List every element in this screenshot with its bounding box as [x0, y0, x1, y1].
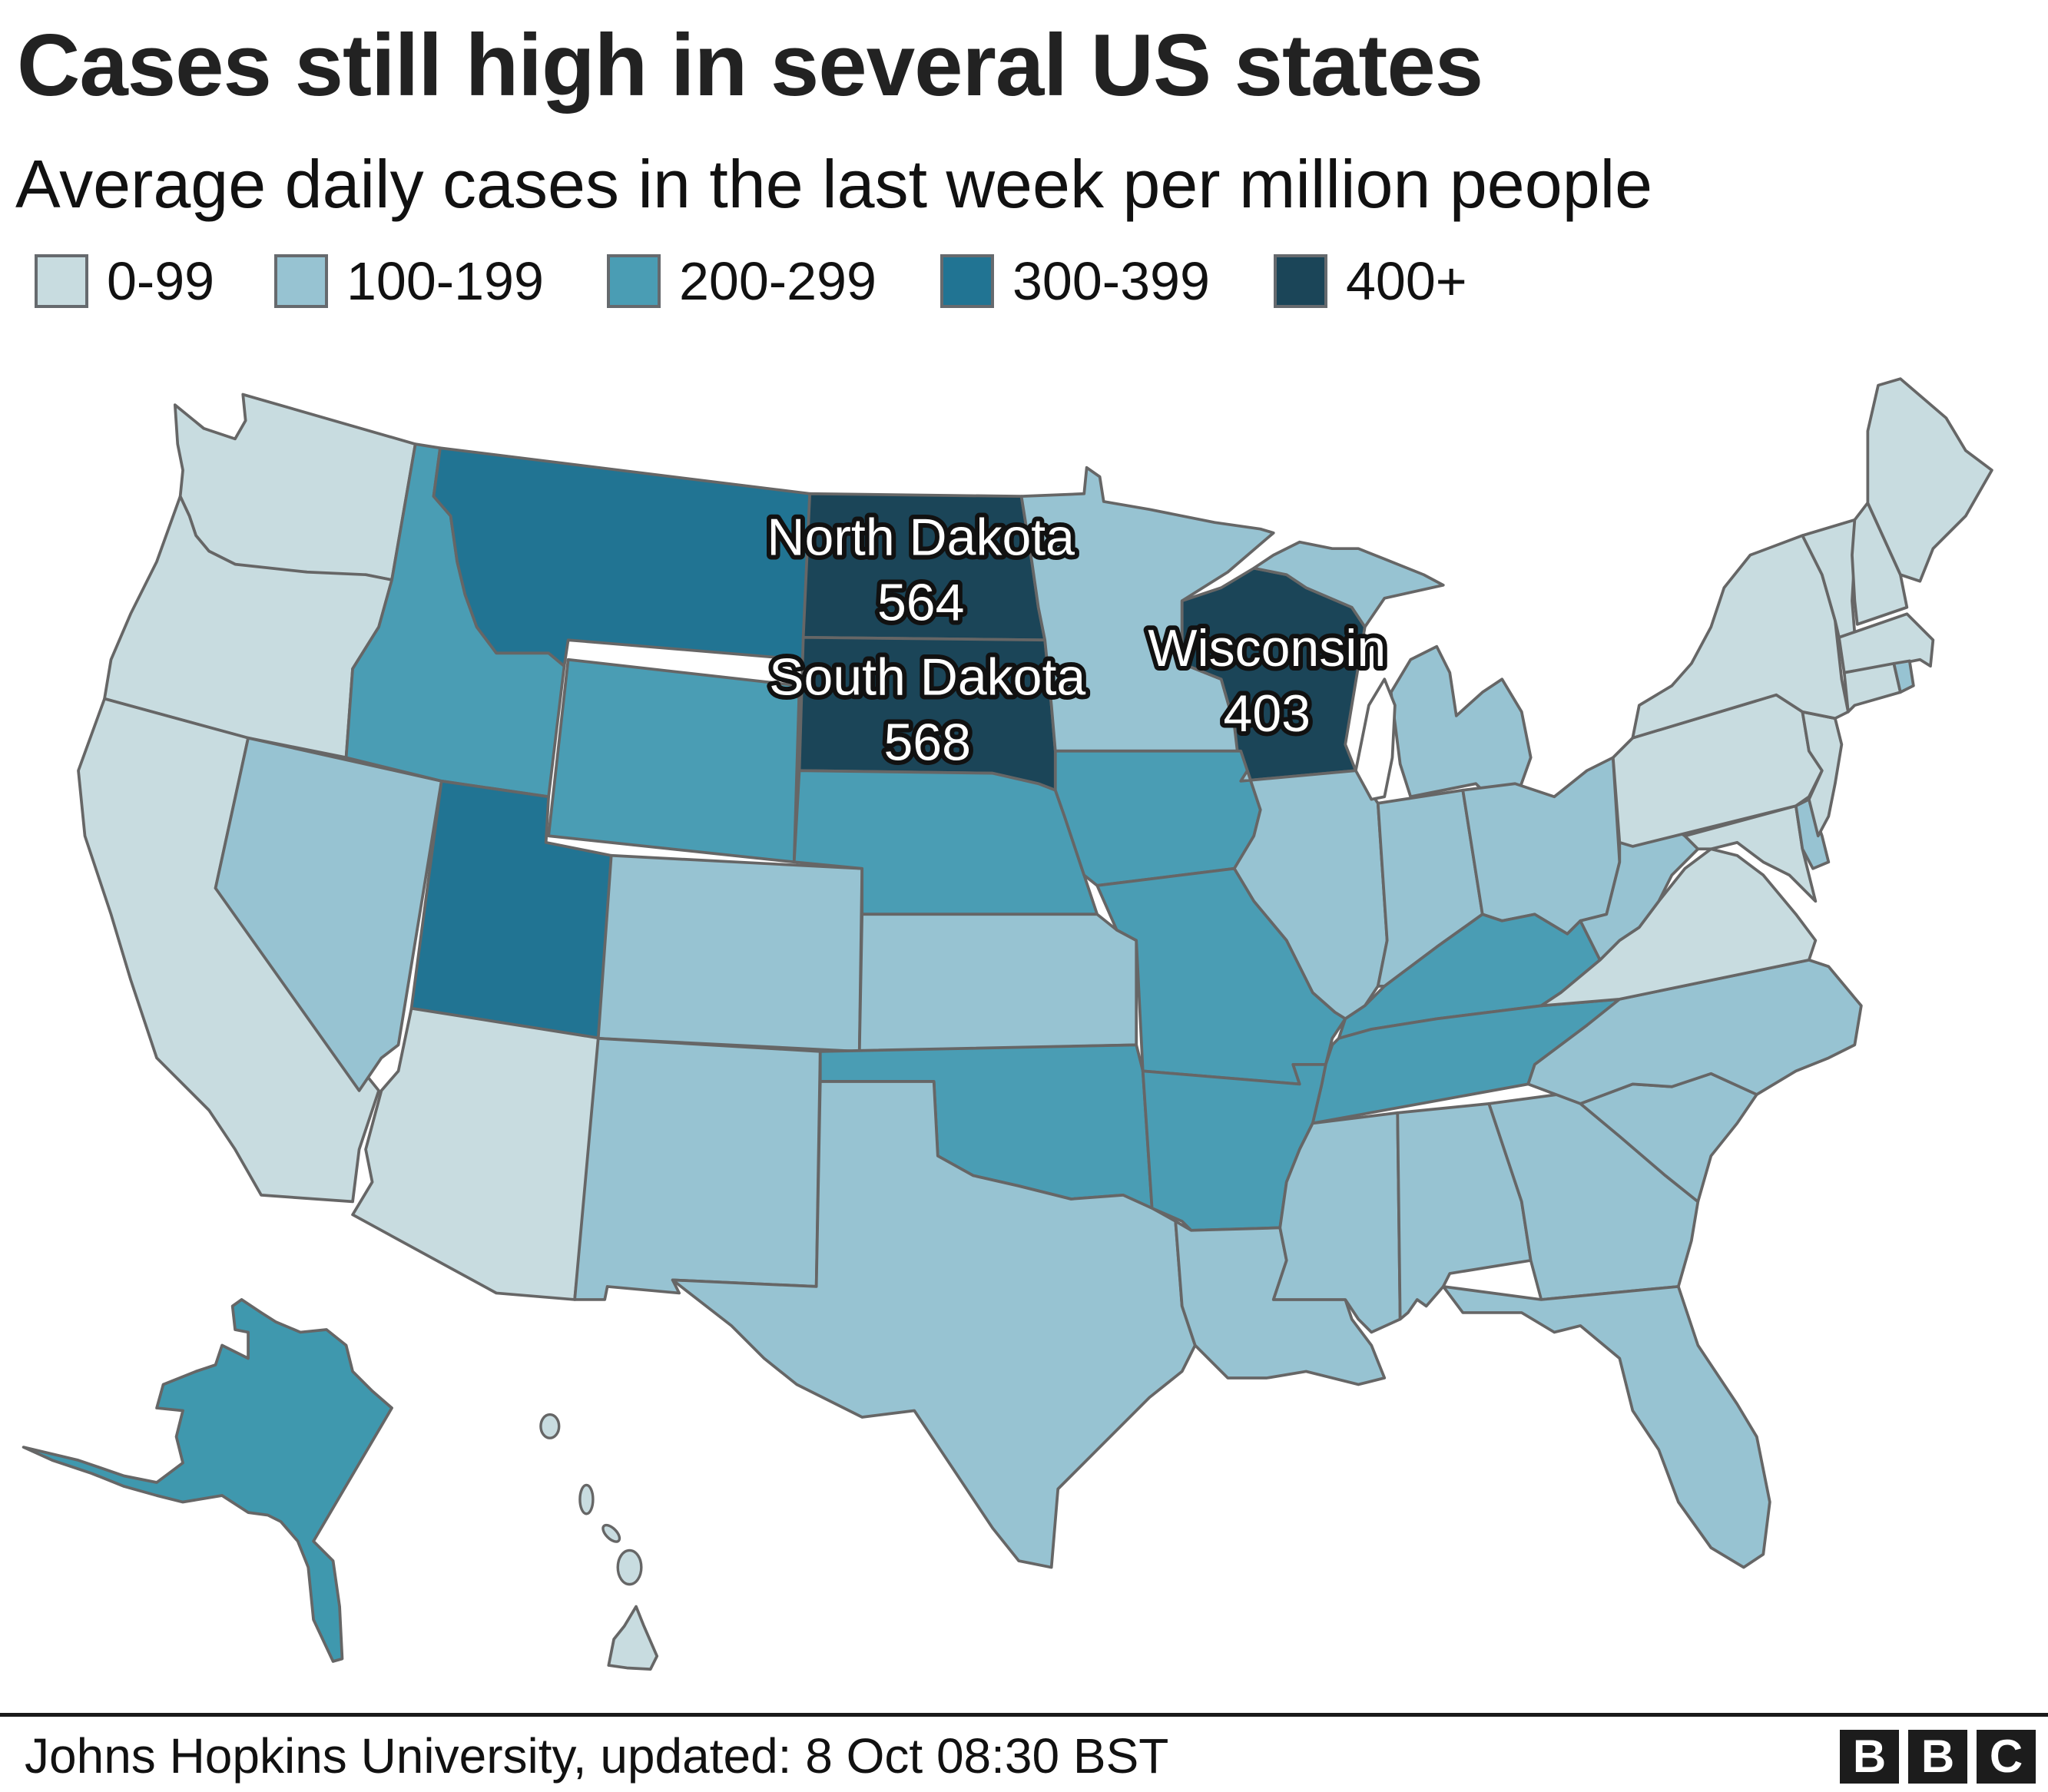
- label-south-dakota-name: South Dakota: [769, 648, 1085, 707]
- state-michigan-upper: [1252, 540, 1445, 629]
- lake-michigan: [1354, 677, 1397, 801]
- state-hawaii-molokai: [601, 1523, 621, 1543]
- legend-swatch: [35, 254, 88, 308]
- state-hawaii-maui: [616, 1549, 643, 1586]
- state-missouri: [1095, 866, 1347, 1086]
- state-florida: [1441, 1285, 1771, 1569]
- legend-swatch: [607, 254, 661, 308]
- state-wyoming: [547, 658, 801, 864]
- legend-label: 300-399: [1012, 251, 1210, 311]
- legend-label: 200-299: [679, 251, 877, 311]
- legend: 0-99 100-199 200-299 300-399 400+: [0, 250, 2048, 312]
- legend-swatch: [940, 254, 994, 308]
- state-connecticut: [1842, 661, 1902, 714]
- legend-item-200-299: 200-299: [607, 250, 877, 312]
- chart-title: Cases still high in several US states: [17, 17, 1483, 114]
- legend-swatch: [1274, 254, 1327, 308]
- legend-label: 100-199: [346, 251, 544, 311]
- state-north-carolina: [1526, 958, 1863, 1105]
- bbc-logo-letter: B: [1908, 1730, 1967, 1784]
- source-note: Johns Hopkins University, updated: 8 Oct…: [25, 1728, 1169, 1784]
- bbc-logo-letter: C: [1977, 1730, 2036, 1784]
- state-colorado: [596, 853, 864, 1053]
- state-texas: [671, 1080, 1197, 1569]
- state-alaska: [22, 1298, 393, 1663]
- state-hawaii-oahu: [578, 1483, 595, 1515]
- label-wisconsin-value: 403: [1224, 684, 1311, 743]
- state-rhode-island: [1892, 659, 1915, 694]
- label-north-dakota-name: North Dakota: [767, 508, 1075, 567]
- state-mississippi: [1271, 1111, 1402, 1334]
- legend-label: 400+: [1346, 251, 1467, 311]
- state-new-mexico: [573, 1036, 822, 1301]
- legend-label: 0-99: [107, 251, 215, 311]
- legend-item-0-99: 0-99: [35, 250, 214, 312]
- legend-item-100-199: 100-199: [274, 250, 544, 312]
- state-hawaii-big-island: [607, 1605, 659, 1671]
- legend-item-300-399: 300-399: [940, 250, 1210, 312]
- legend-swatch: [274, 254, 328, 308]
- label-wisconsin-name: Wisconsin: [1148, 619, 1386, 677]
- bbc-logo: B B C: [1840, 1730, 2036, 1784]
- footer-divider: [0, 1713, 2048, 1717]
- legend-item-400-plus: 400+: [1274, 250, 1467, 312]
- state-montana: [432, 446, 812, 668]
- label-south-dakota-value: 568: [883, 714, 970, 772]
- bbc-logo-letter: B: [1840, 1730, 1899, 1784]
- label-north-dakota-value: 564: [877, 574, 964, 632]
- state-kansas: [857, 913, 1138, 1053]
- state-hawaii-kauai: [539, 1413, 561, 1439]
- chart-subtitle: Average daily cases in the last week per…: [15, 146, 1653, 222]
- state-new-jersey: [1801, 710, 1844, 838]
- state-maine: [1866, 377, 1993, 583]
- state-iowa: [1053, 749, 1262, 887]
- state-michigan-lower: [1389, 644, 1533, 812]
